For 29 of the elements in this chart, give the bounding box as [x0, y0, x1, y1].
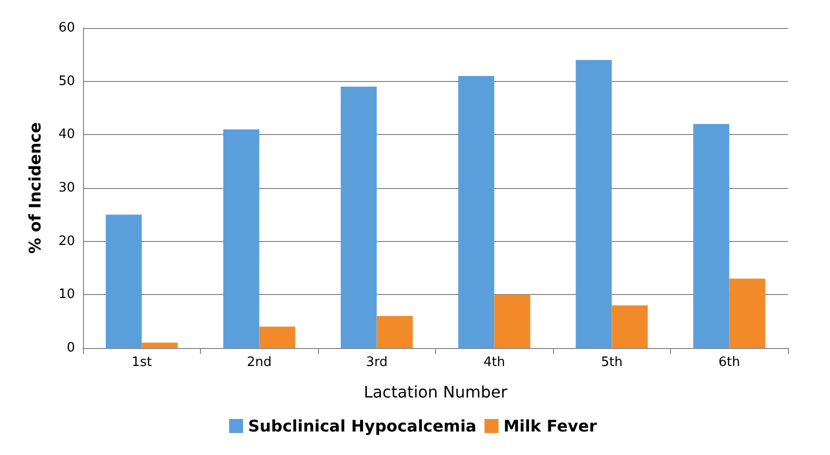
bar	[729, 278, 766, 348]
x-tick-label: 5th	[600, 355, 623, 370]
legend-label: Milk Fever	[503, 416, 597, 436]
y-tick-label: 60	[58, 20, 75, 36]
y-tick-label: 30	[58, 180, 75, 196]
x-tick-label: 3rd	[366, 355, 388, 370]
y-tick-label: 20	[58, 234, 75, 249]
y-axis-title: % of Incidence	[26, 122, 44, 254]
bar	[693, 124, 730, 348]
bar	[340, 86, 377, 348]
y-tick-label: 50	[58, 74, 75, 89]
bar	[142, 342, 178, 348]
y-tick-label: 10	[58, 287, 75, 302]
bar	[494, 294, 530, 348]
x-tick-label: 6th	[718, 355, 740, 370]
x-tick-label: 2nd	[246, 355, 272, 370]
y-tick-label: 0	[66, 340, 75, 356]
bar	[223, 129, 260, 348]
bar	[612, 305, 648, 348]
x-tick-label: 1st	[132, 355, 152, 370]
bar	[458, 76, 494, 348]
bar	[106, 214, 142, 348]
bar	[576, 60, 612, 348]
x-tick-label: 4th	[483, 355, 506, 370]
legend-label: Subclinical Hypocalcemia	[248, 416, 476, 436]
y-tick-label: 40	[58, 127, 75, 142]
bar	[259, 326, 296, 348]
bar	[376, 316, 413, 348]
x-axis-title: Lactation Number	[364, 382, 508, 402]
